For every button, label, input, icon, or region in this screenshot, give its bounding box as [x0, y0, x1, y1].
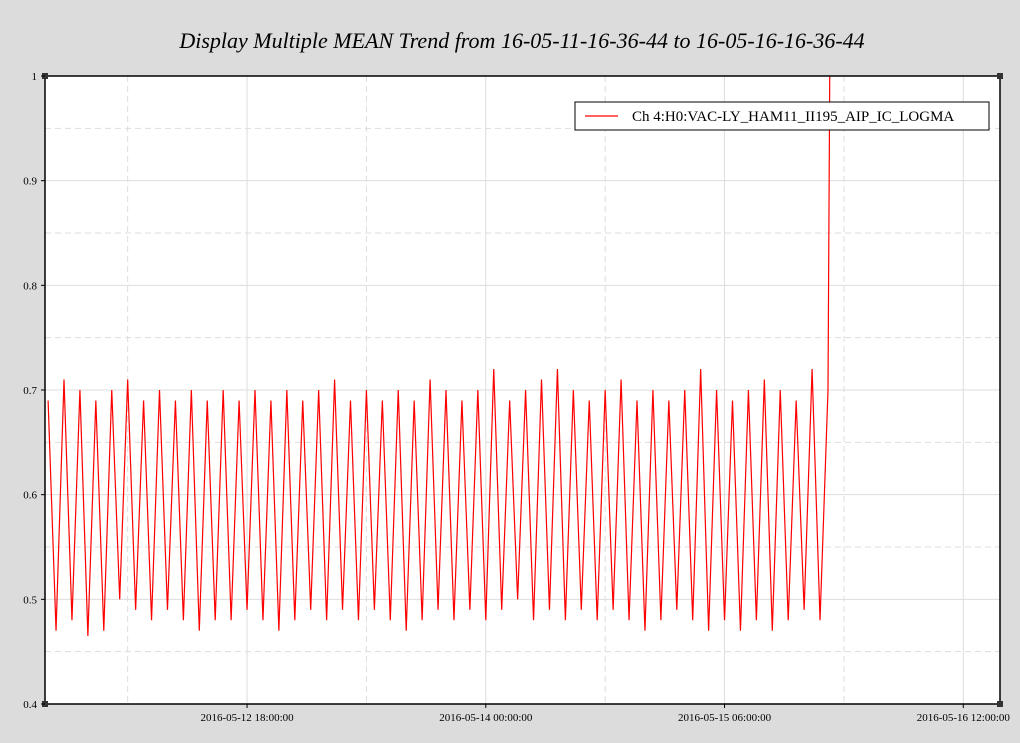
- x-tick-label: 2016-05-15 06:00:00: [678, 712, 772, 724]
- series: [47, 75, 831, 636]
- chart-title: Display Multiple MEAN Trend from 16-05-1…: [178, 28, 864, 53]
- y-tick-label: 0.9: [23, 176, 37, 188]
- y-tick-label: 0.6: [23, 490, 37, 502]
- legend-label: Ch 4:H0:VAC-LY_HAM11_II195_AIP_IC_LOGMA: [632, 109, 954, 125]
- x-tick-label: 2016-05-16 12:00:00: [917, 712, 1011, 724]
- legend-box: [574, 101, 990, 131]
- corner-handle: [997, 701, 1003, 707]
- y-tick-label: 0.5: [23, 594, 37, 606]
- y-tick-label: 1: [32, 71, 38, 83]
- legend: Ch 4:H0:VAC-LY_HAM11_II195_AIP_IC_LOGMA: [574, 101, 990, 131]
- y-tick-label: 0.8: [23, 280, 37, 292]
- data-line: [47, 75, 831, 636]
- y-tick-label: 0.4: [23, 699, 37, 711]
- x-tick-label: 2016-05-14 00:00:00: [439, 712, 533, 724]
- x-tick-label: 2016-05-12 18:00:00: [200, 712, 294, 724]
- y-tick-label: 0.7: [23, 385, 37, 397]
- corner-handle: [997, 73, 1003, 79]
